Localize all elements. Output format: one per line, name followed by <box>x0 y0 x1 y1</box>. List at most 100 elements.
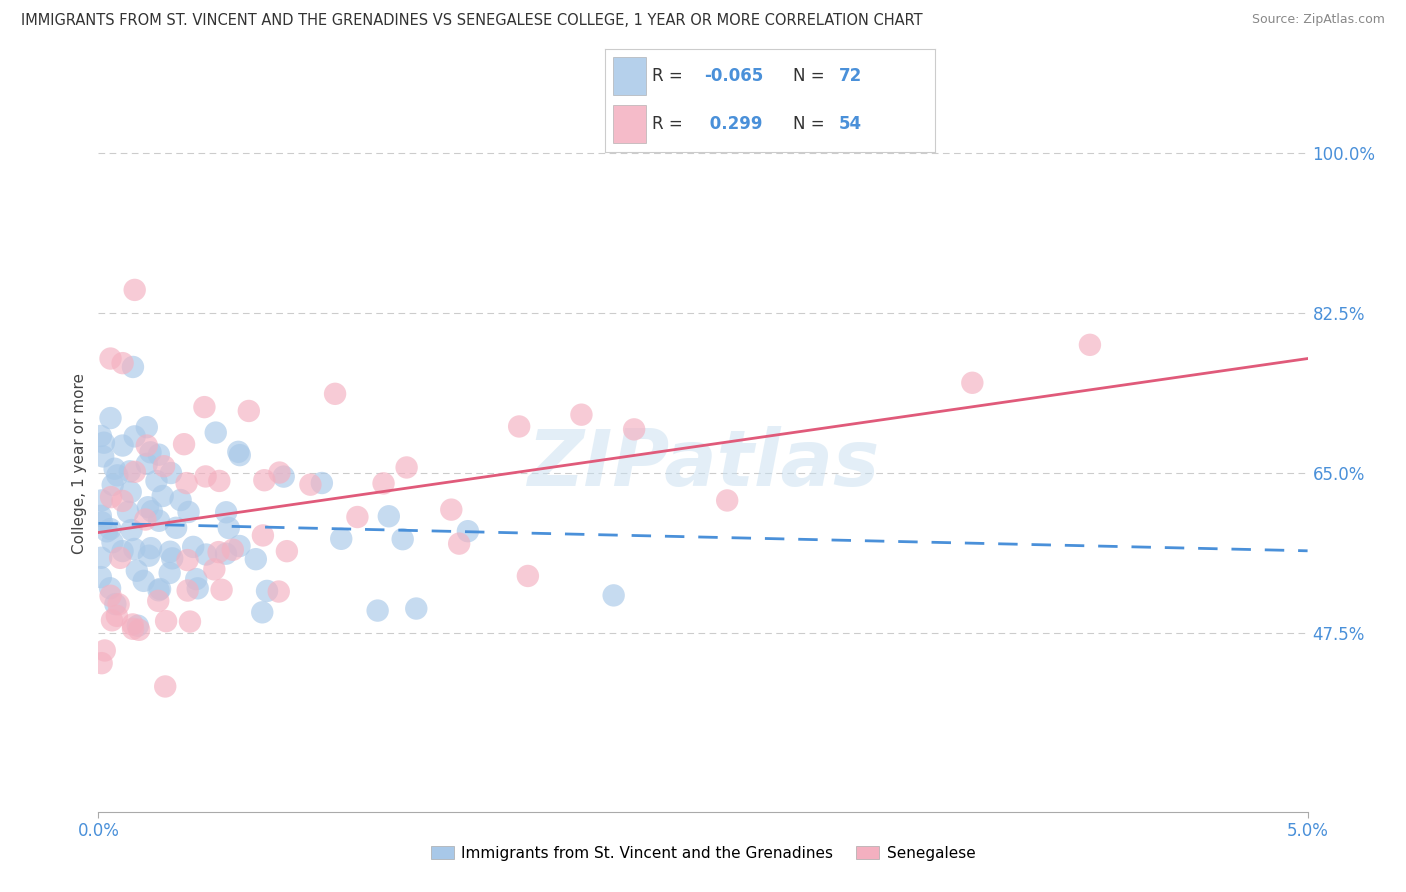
Point <box>100 589 122 603</box>
Text: IMMIGRANTS FROM ST. VINCENT AND THE GRENADINES VS SENEGALESE COLLEGE, 1 YEAR OR : IMMIGRANTS FROM ST. VINCENT AND THE GREN… <box>21 13 922 29</box>
Point <box>105 468 128 483</box>
Point <box>187 582 209 596</box>
Text: 54: 54 <box>839 115 862 134</box>
Point <box>121 617 143 632</box>
Point <box>177 505 200 519</box>
Point <box>405 601 427 615</box>
Point <box>100 351 122 366</box>
Point <box>135 457 157 471</box>
Point <box>195 548 218 562</box>
Point <box>120 485 142 500</box>
Point <box>716 493 738 508</box>
Point <box>204 425 226 440</box>
Point <box>111 356 134 370</box>
Point <box>623 422 645 436</box>
Point <box>346 510 368 524</box>
Point <box>179 615 201 629</box>
Point <box>148 594 170 608</box>
Point <box>202 562 225 576</box>
Point <box>159 545 181 559</box>
Point <box>90 570 112 584</box>
Point <box>153 459 176 474</box>
Point <box>127 618 149 632</box>
Point <box>122 359 145 374</box>
Point <box>176 553 198 567</box>
Point <box>125 564 148 578</box>
Point <box>104 461 127 475</box>
Legend: Immigrants from St. Vincent and the Grenadines, Senegalese: Immigrants from St. Vincent and the Gren… <box>425 839 981 867</box>
Point <box>105 608 128 623</box>
Point <box>395 460 418 475</box>
Point <box>124 541 146 556</box>
Point <box>145 474 167 488</box>
Text: R =: R = <box>652 115 693 134</box>
Point <box>962 376 984 390</box>
Point <box>276 544 298 558</box>
Point <box>440 502 463 516</box>
Point <box>135 420 157 434</box>
Point <box>101 613 124 627</box>
Y-axis label: College, 1 year or more: College, 1 year or more <box>72 374 87 554</box>
Point <box>121 523 143 537</box>
Point <box>1078 338 1101 352</box>
Point <box>457 524 479 538</box>
Point <box>165 521 187 535</box>
Point <box>218 521 240 535</box>
Point <box>323 387 346 401</box>
Point <box>176 476 198 491</box>
Point <box>181 540 204 554</box>
Point <box>139 445 162 459</box>
Text: N =: N = <box>793 67 830 86</box>
Point <box>139 541 162 555</box>
Point <box>311 475 333 490</box>
Point <box>228 539 250 553</box>
Point <box>148 514 170 528</box>
Point <box>256 583 278 598</box>
Point <box>215 505 238 519</box>
FancyBboxPatch shape <box>613 57 645 95</box>
Point <box>111 494 134 508</box>
Point <box>449 536 471 550</box>
Point <box>194 469 217 483</box>
Point <box>90 429 112 443</box>
Point <box>124 283 146 297</box>
Point <box>152 489 174 503</box>
Point <box>299 477 322 491</box>
Point <box>96 524 118 539</box>
Point <box>128 623 150 637</box>
Point <box>238 404 260 418</box>
Text: ZIPatlas: ZIPatlas <box>527 425 879 502</box>
Point <box>159 566 181 580</box>
Point <box>155 680 177 694</box>
Point <box>107 597 129 611</box>
Point <box>100 411 122 425</box>
Point <box>138 549 160 563</box>
Point <box>98 581 121 595</box>
Point <box>367 604 389 618</box>
Point <box>160 551 183 566</box>
Point <box>571 408 593 422</box>
Text: -0.065: -0.065 <box>704 67 763 86</box>
Point <box>148 583 170 598</box>
Point <box>186 572 208 586</box>
Point <box>215 547 238 561</box>
Point <box>155 614 177 628</box>
Point <box>373 476 395 491</box>
Point <box>267 584 290 599</box>
Point <box>136 500 159 515</box>
Text: 0.299: 0.299 <box>704 115 762 134</box>
Point <box>160 466 183 480</box>
Point <box>100 490 122 504</box>
Point <box>149 582 172 596</box>
Point <box>93 435 115 450</box>
Point <box>207 545 229 559</box>
Point <box>228 445 250 459</box>
Point <box>229 448 252 462</box>
Point <box>273 469 295 483</box>
Point <box>211 582 233 597</box>
Point <box>252 528 274 542</box>
Point <box>193 400 215 414</box>
Point <box>124 429 146 443</box>
Point <box>122 622 145 636</box>
Point <box>176 583 198 598</box>
